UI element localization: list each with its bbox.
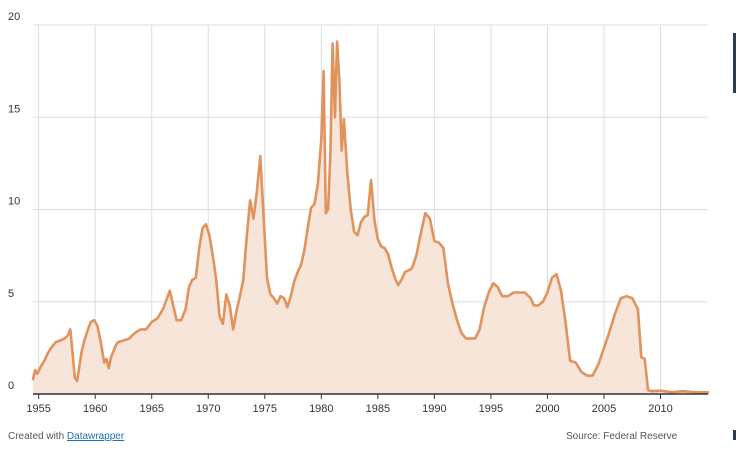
credit-prefix: Created with <box>8 431 65 442</box>
x-tick-label-1970: 1970 <box>196 403 220 415</box>
x-tick-label-2005: 2005 <box>592 403 616 415</box>
datawrapper-link[interactable]: Datawrapper <box>66 431 125 442</box>
x-tick-label-1980: 1980 <box>309 403 333 415</box>
edge-marker-bottom <box>733 430 736 440</box>
y-tick-label-15: 15 <box>8 103 20 115</box>
x-tick-label-1975: 1975 <box>253 403 277 415</box>
series-line <box>31 40 710 394</box>
y-tick-label-10: 10 <box>8 196 20 208</box>
x-tick-label-1990: 1990 <box>422 403 446 415</box>
x-tick-label-2000: 2000 <box>535 403 559 415</box>
x-tick-label-1985: 1985 <box>366 403 390 415</box>
credit-line: Created with Datawrapper <box>8 431 124 442</box>
x-axis-ticks <box>38 394 662 399</box>
y-tick-label-0: 0 <box>8 380 14 392</box>
x-axis-tick-labels: 1955 1960 1965 1970 1975 1980 1985 1990 1995 2000… <box>26 403 672 415</box>
x-tick-label-2010: 2010 <box>648 403 672 415</box>
x-tick-label-1955: 1955 <box>26 403 50 415</box>
y-axis-tick-labels: 0 5 10 15 20 <box>8 11 20 392</box>
y-tick-label-5: 5 <box>8 288 14 300</box>
edge-marker-top <box>733 33 736 93</box>
x-tick-label-1965: 1965 <box>139 403 163 415</box>
source-note: Source: Federal Reserve <box>566 431 678 442</box>
x-tick-label-1960: 1960 <box>83 403 107 415</box>
y-tick-label-20: 20 <box>8 11 20 23</box>
x-tick-label-1995: 1995 <box>479 403 503 415</box>
